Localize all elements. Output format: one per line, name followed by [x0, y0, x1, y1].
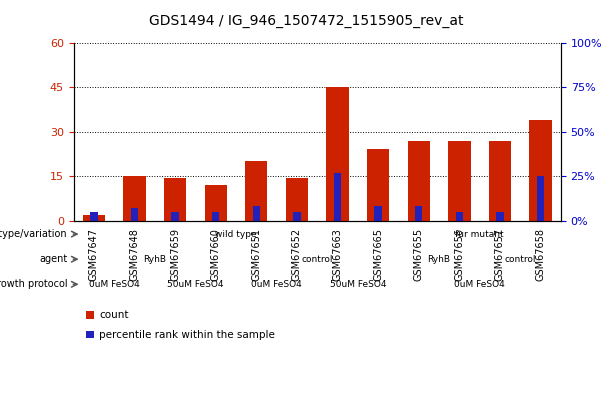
Text: percentile rank within the sample: percentile rank within the sample: [99, 330, 275, 339]
Bar: [245, 161, 267, 221]
Bar: [212, 212, 219, 221]
Bar: [455, 212, 463, 221]
Text: count: count: [99, 310, 129, 320]
Bar: [164, 178, 186, 221]
Text: agent: agent: [39, 254, 67, 264]
Bar: [286, 178, 308, 221]
Text: 50uM FeSO4: 50uM FeSO4: [330, 280, 386, 289]
Bar: [415, 207, 422, 221]
Text: 0uM FeSO4: 0uM FeSO4: [251, 280, 302, 289]
Bar: [489, 141, 511, 221]
Bar: [448, 141, 471, 221]
Bar: [131, 208, 138, 221]
Bar: [83, 215, 105, 221]
Bar: [123, 176, 146, 221]
Bar: [253, 207, 260, 221]
Text: RyhB: RyhB: [427, 255, 451, 264]
Bar: [408, 141, 430, 221]
Text: control: control: [302, 255, 333, 264]
Text: genotype/variation: genotype/variation: [0, 229, 67, 239]
Bar: [537, 176, 544, 221]
Text: 0uM FeSO4: 0uM FeSO4: [89, 280, 140, 289]
Bar: [367, 149, 389, 221]
Bar: [375, 207, 382, 221]
Bar: [205, 185, 227, 221]
Text: wild type: wild type: [215, 230, 257, 239]
Text: 0uM FeSO4: 0uM FeSO4: [454, 280, 505, 289]
Text: control: control: [504, 255, 536, 264]
Bar: [172, 212, 179, 221]
Bar: [326, 87, 349, 221]
Text: fur mutant: fur mutant: [455, 230, 504, 239]
Text: 50uM FeSO4: 50uM FeSO4: [167, 280, 224, 289]
Text: growth protocol: growth protocol: [0, 279, 67, 289]
Bar: [497, 212, 504, 221]
Bar: [530, 120, 552, 221]
Text: GDS1494 / IG_946_1507472_1515905_rev_at: GDS1494 / IG_946_1507472_1515905_rev_at: [149, 14, 464, 28]
Bar: [334, 173, 341, 221]
Bar: [293, 212, 300, 221]
Text: RyhB: RyhB: [143, 255, 166, 264]
Bar: [90, 212, 97, 221]
